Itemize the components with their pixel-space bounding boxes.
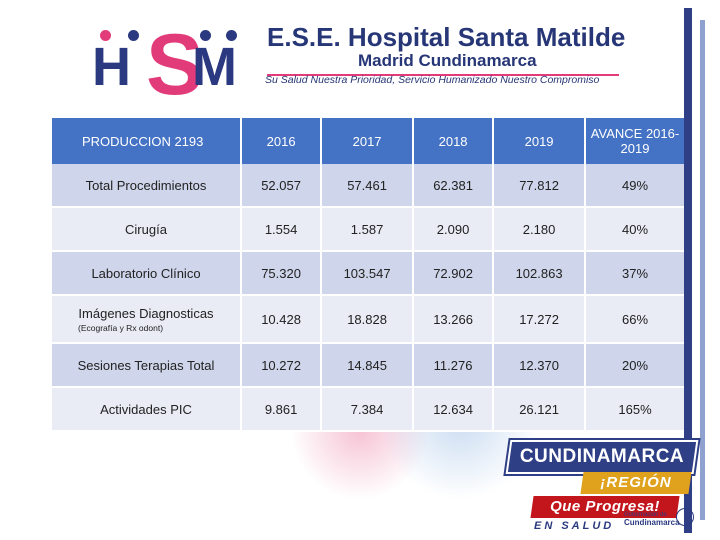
header-2017: 2017 bbox=[321, 118, 414, 164]
cundinamarca-badge: CUNDINAMARCA ¡REGIÓN Que Progresa! EN SA… bbox=[505, 434, 708, 534]
table-row: Sesiones Terapias Total 10.272 14.845 11… bbox=[52, 343, 684, 388]
cell-2017: 103.547 bbox=[321, 251, 414, 296]
table-row: Imágenes Diagnosticas (Ecografía y Rx od… bbox=[52, 295, 684, 344]
row-label: Total Procedimientos bbox=[52, 164, 242, 208]
logo-letter-m: M bbox=[192, 37, 237, 97]
badge-region: ¡REGIÓN bbox=[600, 474, 672, 491]
row-label: Imágenes Diagnosticas bbox=[78, 305, 214, 321]
row-label-with-note: Imágenes Diagnosticas (Ecografía y Rx od… bbox=[52, 295, 242, 344]
cell-avance: 66% bbox=[585, 295, 684, 344]
slogan-underline bbox=[267, 74, 619, 76]
table-header-row: PRODUCCION 2193 2016 2017 2018 2019 AVAN… bbox=[52, 118, 684, 164]
row-label: Actividades PIC bbox=[52, 387, 242, 432]
cell-2016: 10.428 bbox=[241, 295, 323, 344]
table-row: Laboratorio Clínico 75.320 103.547 72.90… bbox=[52, 251, 684, 296]
header-production: PRODUCCION 2193 bbox=[52, 118, 242, 164]
cell-avance: 165% bbox=[585, 387, 684, 432]
table-row: Total Procedimientos 52.057 57.461 62.38… bbox=[52, 164, 684, 208]
row-label: Cirugía bbox=[52, 207, 242, 252]
cell-2019: 102.863 bbox=[493, 251, 586, 296]
cell-2019: 17.272 bbox=[493, 295, 586, 344]
cell-avance: 20% bbox=[585, 343, 684, 388]
badge-sector: EN SALUD bbox=[534, 520, 615, 532]
hospital-logo: H S M bbox=[92, 14, 242, 113]
row-note: (Ecografía y Rx odont) bbox=[78, 322, 164, 333]
hospital-subtitle: Madrid Cundinamarca bbox=[358, 51, 537, 70]
cell-2017: 57.461 bbox=[321, 164, 414, 208]
cell-2018: 11.276 bbox=[412, 343, 495, 388]
badge-government: Gobernación de Cundinamarca bbox=[624, 512, 680, 528]
cell-2018: 72.902 bbox=[412, 251, 495, 296]
logo-dot-icon bbox=[200, 30, 211, 41]
seal-icon bbox=[676, 508, 694, 526]
badge-gov-line2: Cundinamarca bbox=[624, 518, 680, 527]
cell-2017: 1.587 bbox=[321, 207, 414, 252]
cell-2018: 62.381 bbox=[412, 164, 495, 208]
cell-2019: 2.180 bbox=[493, 207, 586, 252]
cell-2019: 26.121 bbox=[493, 387, 586, 432]
cell-2018: 12.634 bbox=[412, 387, 495, 432]
row-label: Sesiones Terapias Total bbox=[52, 343, 242, 388]
hospital-title: E.S.E. Hospital Santa Matilde bbox=[267, 22, 626, 52]
cell-2016: 9.861 bbox=[241, 387, 323, 432]
cell-avance: 37% bbox=[585, 251, 684, 296]
decorative-bar-light bbox=[700, 20, 705, 520]
logo-letter-s: S bbox=[146, 17, 204, 113]
header-avance: AVANCE 2016-2019 bbox=[585, 118, 684, 164]
badge-gov-line1: Gobernación de bbox=[624, 512, 667, 518]
cell-2017: 7.384 bbox=[321, 387, 414, 432]
badge-name: CUNDINAMARCA bbox=[519, 446, 685, 467]
table-row: Actividades PIC 9.861 7.384 12.634 26.12… bbox=[52, 387, 684, 432]
hospital-slogan: Su Salud Nuestra Prioridad, Servicio Hum… bbox=[265, 74, 600, 86]
row-label: Laboratorio Clínico bbox=[52, 251, 242, 296]
cell-avance: 40% bbox=[585, 207, 684, 252]
cell-2016: 10.272 bbox=[241, 343, 323, 388]
table-row: Cirugía 1.554 1.587 2.090 2.180 40% bbox=[52, 207, 684, 252]
decorative-bar-dark bbox=[684, 8, 692, 533]
header-2019: 2019 bbox=[493, 118, 586, 164]
cell-avance: 49% bbox=[585, 164, 684, 208]
cell-2019: 77.812 bbox=[493, 164, 586, 208]
badge-region-banner: ¡REGIÓN bbox=[580, 472, 692, 494]
logo-dot-icon bbox=[226, 30, 237, 41]
logo-letter-h: H bbox=[92, 37, 131, 97]
cell-2018: 13.266 bbox=[412, 295, 495, 344]
cell-2016: 1.554 bbox=[241, 207, 323, 252]
cell-2018: 2.090 bbox=[412, 207, 495, 252]
header-2018: 2018 bbox=[412, 118, 495, 164]
logo-dot-icon bbox=[100, 30, 111, 41]
cell-2017: 14.845 bbox=[321, 343, 414, 388]
logo-dot-icon bbox=[128, 30, 139, 41]
cell-2017: 18.828 bbox=[321, 295, 414, 344]
badge-name-banner: CUNDINAMARCA bbox=[505, 440, 699, 474]
production-table: PRODUCCION 2193 2016 2017 2018 2019 AVAN… bbox=[52, 118, 684, 432]
header-2016: 2016 bbox=[241, 118, 323, 164]
cell-2019: 12.370 bbox=[493, 343, 586, 388]
cell-2016: 75.320 bbox=[241, 251, 323, 296]
cell-2016: 52.057 bbox=[241, 164, 323, 208]
